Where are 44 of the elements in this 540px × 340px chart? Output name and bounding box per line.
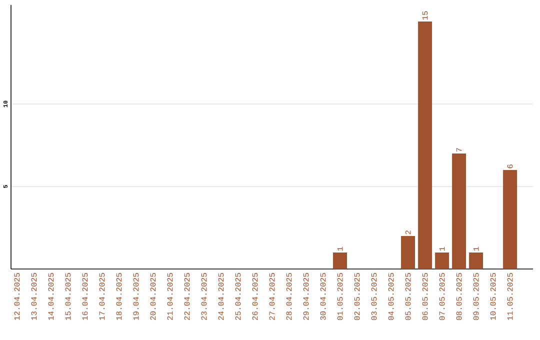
x-tick-label: 04.05.2025 <box>388 273 394 320</box>
x-tick-label: 11.05.2025 <box>507 273 513 320</box>
x-tick-label: 08.05.2025 <box>456 273 462 320</box>
data-label: 7 <box>456 148 462 152</box>
x-tick-label: 07.05.2025 <box>439 273 445 320</box>
x-tick-label: 30.04.2025 <box>320 273 326 320</box>
bar <box>418 22 432 269</box>
bar <box>503 170 518 269</box>
x-tick-label: 01.05.2025 <box>337 273 343 320</box>
x-tick-label: 20.04.2025 <box>150 273 156 320</box>
x-tick-label: 14.04.2025 <box>48 273 54 320</box>
x-tick-label: 12.04.2025 <box>14 273 20 320</box>
data-label: 1 <box>337 246 343 251</box>
bar <box>452 154 466 269</box>
x-tick-label: 15.04.2025 <box>65 273 71 320</box>
x-tick-label: 06.05.2025 <box>422 273 428 320</box>
x-tick-label: 17.04.2025 <box>99 273 105 320</box>
x-tick-label: 05.05.2025 <box>405 273 411 320</box>
x-tick-label: 21.04.2025 <box>167 273 173 320</box>
x-tick-label: 29.04.2025 <box>303 273 309 320</box>
x-tick-label: 26.04.2025 <box>252 273 258 320</box>
bar <box>333 252 348 269</box>
bar <box>401 236 416 269</box>
data-label: 15 <box>422 11 428 20</box>
x-tick-label: 09.05.2025 <box>473 273 479 320</box>
data-label: 2 <box>405 230 411 234</box>
data-label: 1 <box>473 246 479 251</box>
x-tick-label: 16.04.2025 <box>82 273 88 320</box>
bar <box>469 252 484 269</box>
x-tick-label: 25.04.2025 <box>235 273 241 320</box>
x-tick-label: 03.05.2025 <box>371 273 377 320</box>
data-label: 6 <box>507 164 513 168</box>
x-tick-label: 13.04.2025 <box>31 273 37 320</box>
x-tick-label: 24.04.2025 <box>218 273 224 320</box>
x-tick-label: 28.04.2025 <box>286 273 292 320</box>
x-tick-label: 23.04.2025 <box>201 273 207 320</box>
x-tick-label: 27.04.2025 <box>269 273 275 320</box>
bar <box>435 252 450 269</box>
x-tick-label: 18.04.2025 <box>116 273 122 320</box>
x-tick-label: 10.05.2025 <box>490 273 496 320</box>
data-label: 1 <box>439 246 445 251</box>
x-tick-label: 22.04.2025 <box>184 273 190 320</box>
x-tick-label: 02.05.2025 <box>354 273 360 320</box>
x-tick-label: 19.04.2025 <box>133 273 139 320</box>
